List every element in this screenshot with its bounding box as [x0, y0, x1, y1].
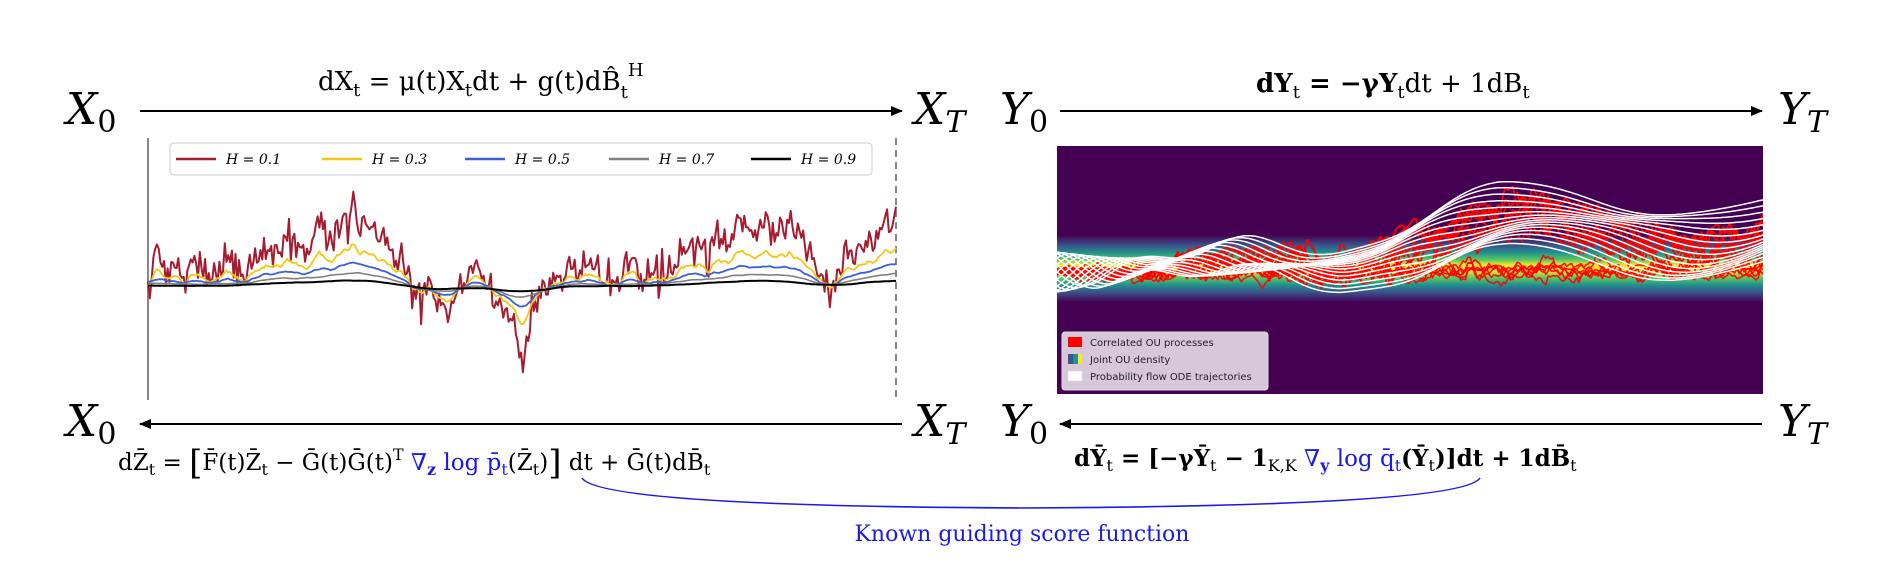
left-panel: dXt = μ(t)Xtdt + g(t)dB̂tH X0 XT H = 0.1… [63, 60, 967, 483]
legend-swatch-flow-ode [1067, 370, 1083, 382]
flow-ode-trajectory [1057, 233, 1763, 286]
legend-swatch-joint-density [1068, 354, 1082, 364]
left-forward-start-label: X0 [63, 84, 116, 140]
flow-ode-trajectory [1057, 242, 1763, 294]
fbm-path-h03 [147, 243, 897, 325]
flow-ode-trajectory [1057, 223, 1763, 278]
right-reverse-start-label: Y0 [1000, 396, 1048, 452]
legend-label-correlated-ou: Correlated OU processes [1090, 338, 1214, 349]
flow-ode-trajectory [1057, 237, 1763, 290]
right-legend: Correlated OU processes Joint OU density… [1061, 331, 1269, 391]
left-reverse-start-label: X0 [63, 396, 116, 452]
left-reverse-end-label: XT [911, 396, 967, 452]
right-forward-end-label: YT [1778, 84, 1829, 140]
right-forward-start-label: Y0 [1000, 84, 1048, 140]
right-panel: dYt = −γYtdt + 1dBt Y0 YT Correlated OU … [1000, 69, 1829, 475]
flow-ode-trajectory [1057, 219, 1763, 273]
flow-ode-trajectory [1057, 226, 1763, 280]
guiding-score-annotation: Known guiding score function [855, 522, 1190, 547]
left-legend-box [169, 142, 873, 176]
left-reverse-equation: dZ̄t = [F̄(t)Z̄t − Ḡ(t)Ḡ(t)T ∇z log p̄t(… [118, 443, 711, 483]
fbm-path-h01 [147, 190, 897, 374]
legend-label-joint-density: Joint OU density [1089, 355, 1170, 366]
probability-flow-ode-paths [1057, 180, 1763, 294]
fbm-path-h07 [148, 272, 897, 298]
right-reverse-end-label: YT [1778, 396, 1829, 452]
legend-label-h-1: H = 0.3 [371, 152, 427, 168]
guiding-score-connector [581, 477, 1481, 509]
left-forward-equation: dXt = μ(t)Xtdt + g(t)dB̂tH [318, 60, 644, 103]
legend-label-h-0: H = 0.1 [225, 152, 281, 168]
legend-label-flow-ode: Probability flow ODE trajectories [1090, 372, 1252, 383]
legend-label-h-2: H = 0.5 [514, 152, 570, 168]
flow-ode-trajectory [1057, 221, 1763, 275]
legend-label-h-4: H = 0.9 [800, 152, 856, 168]
flow-ode-trajectory [1057, 229, 1763, 283]
stationary-ou-path [1057, 256, 1763, 283]
right-legend-box [1061, 331, 1269, 391]
legend-swatch-correlated-ou [1068, 337, 1082, 347]
right-forward-equation: dYt = −γYtdt + 1dBt [1256, 69, 1530, 103]
legend-label-h-3: H = 0.7 [658, 152, 714, 168]
fbm-path-h09 [148, 279, 896, 293]
fbm-path-h05 [147, 261, 897, 308]
left-legend: H = 0.1 H = 0.3 H = 0.5 H = 0.7 H = 0.9 [169, 142, 873, 176]
flow-ode-trajectory [1057, 180, 1763, 287]
right-reverse-equation: dȲt = [−γȲt − 1K,K ∇y log q̄t(Ȳt)]dt + 1… [1074, 444, 1577, 475]
left-fbm-paths [147, 190, 897, 374]
left-forward-end-label: XT [911, 84, 967, 140]
